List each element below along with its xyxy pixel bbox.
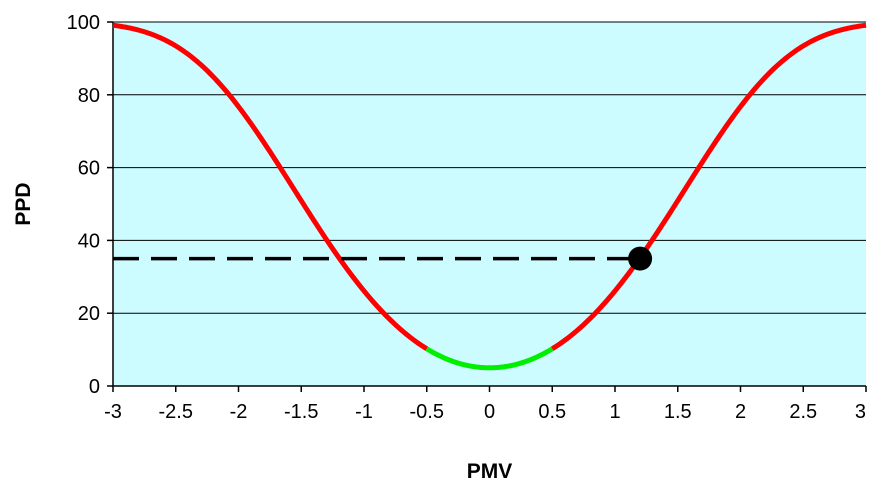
y-tick-label: 80 [78, 85, 100, 107]
x-tick-label: 0 [484, 401, 495, 423]
x-axis-title: PMV [467, 460, 513, 483]
ppd-curve-left [112, 22, 429, 351]
y-tick-label: 100 [67, 12, 100, 34]
y-axis-ticks: 0 20 40 60 80 100 [67, 12, 113, 398]
x-tick-label: -1.5 [284, 401, 318, 423]
x-tick-label: -2 [230, 401, 248, 423]
y-axis-title: PPD [12, 182, 35, 225]
grid-lines [113, 21, 866, 314]
y-tick-label: 20 [78, 303, 100, 325]
x-tick-label: 1.5 [664, 401, 692, 423]
x-tick-label: 2.5 [789, 401, 817, 423]
y-tick-label: 0 [89, 376, 100, 398]
x-tick-label: -3 [104, 401, 122, 423]
y-tick-label: 60 [78, 158, 100, 180]
x-tick-label: 1 [609, 401, 620, 423]
x-tick-label: 3 [855, 401, 866, 423]
series-layer [112, 22, 867, 371]
x-tick-label: 0.5 [538, 401, 566, 423]
x-tick-label: 2 [735, 401, 746, 423]
x-tick-label: -0.5 [410, 401, 444, 423]
ppd-curve-comfort-zone [425, 346, 554, 371]
plot-area [113, 22, 866, 386]
y-tick-label: 40 [78, 230, 100, 252]
ppd-curve-right [550, 22, 867, 351]
marker-layer [113, 246, 653, 271]
x-tick-label: -1 [355, 401, 373, 423]
x-axis-ticks: -3 -2.5 -2 -1.5 -1 -0.5 0 0.5 1 1.5 2 2.5 3 [104, 386, 867, 423]
x-tick-label: -2.5 [159, 401, 193, 423]
highlight-point [628, 246, 653, 271]
